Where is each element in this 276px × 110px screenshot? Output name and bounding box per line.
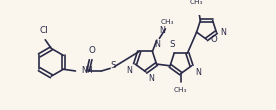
- Text: NH: NH: [81, 66, 93, 75]
- Text: CH₃: CH₃: [174, 87, 188, 93]
- Text: N: N: [221, 28, 227, 37]
- Text: N: N: [195, 68, 201, 77]
- Text: N: N: [127, 66, 132, 75]
- Text: N: N: [148, 74, 154, 83]
- Text: S: S: [111, 61, 116, 70]
- Text: CH₃: CH₃: [189, 0, 203, 5]
- Text: N: N: [154, 40, 160, 49]
- Text: Cl: Cl: [39, 26, 48, 35]
- Text: CH₃: CH₃: [160, 19, 174, 25]
- Text: O: O: [211, 35, 217, 44]
- Text: N: N: [159, 26, 165, 35]
- Text: S: S: [170, 40, 175, 49]
- Text: O: O: [89, 46, 95, 55]
